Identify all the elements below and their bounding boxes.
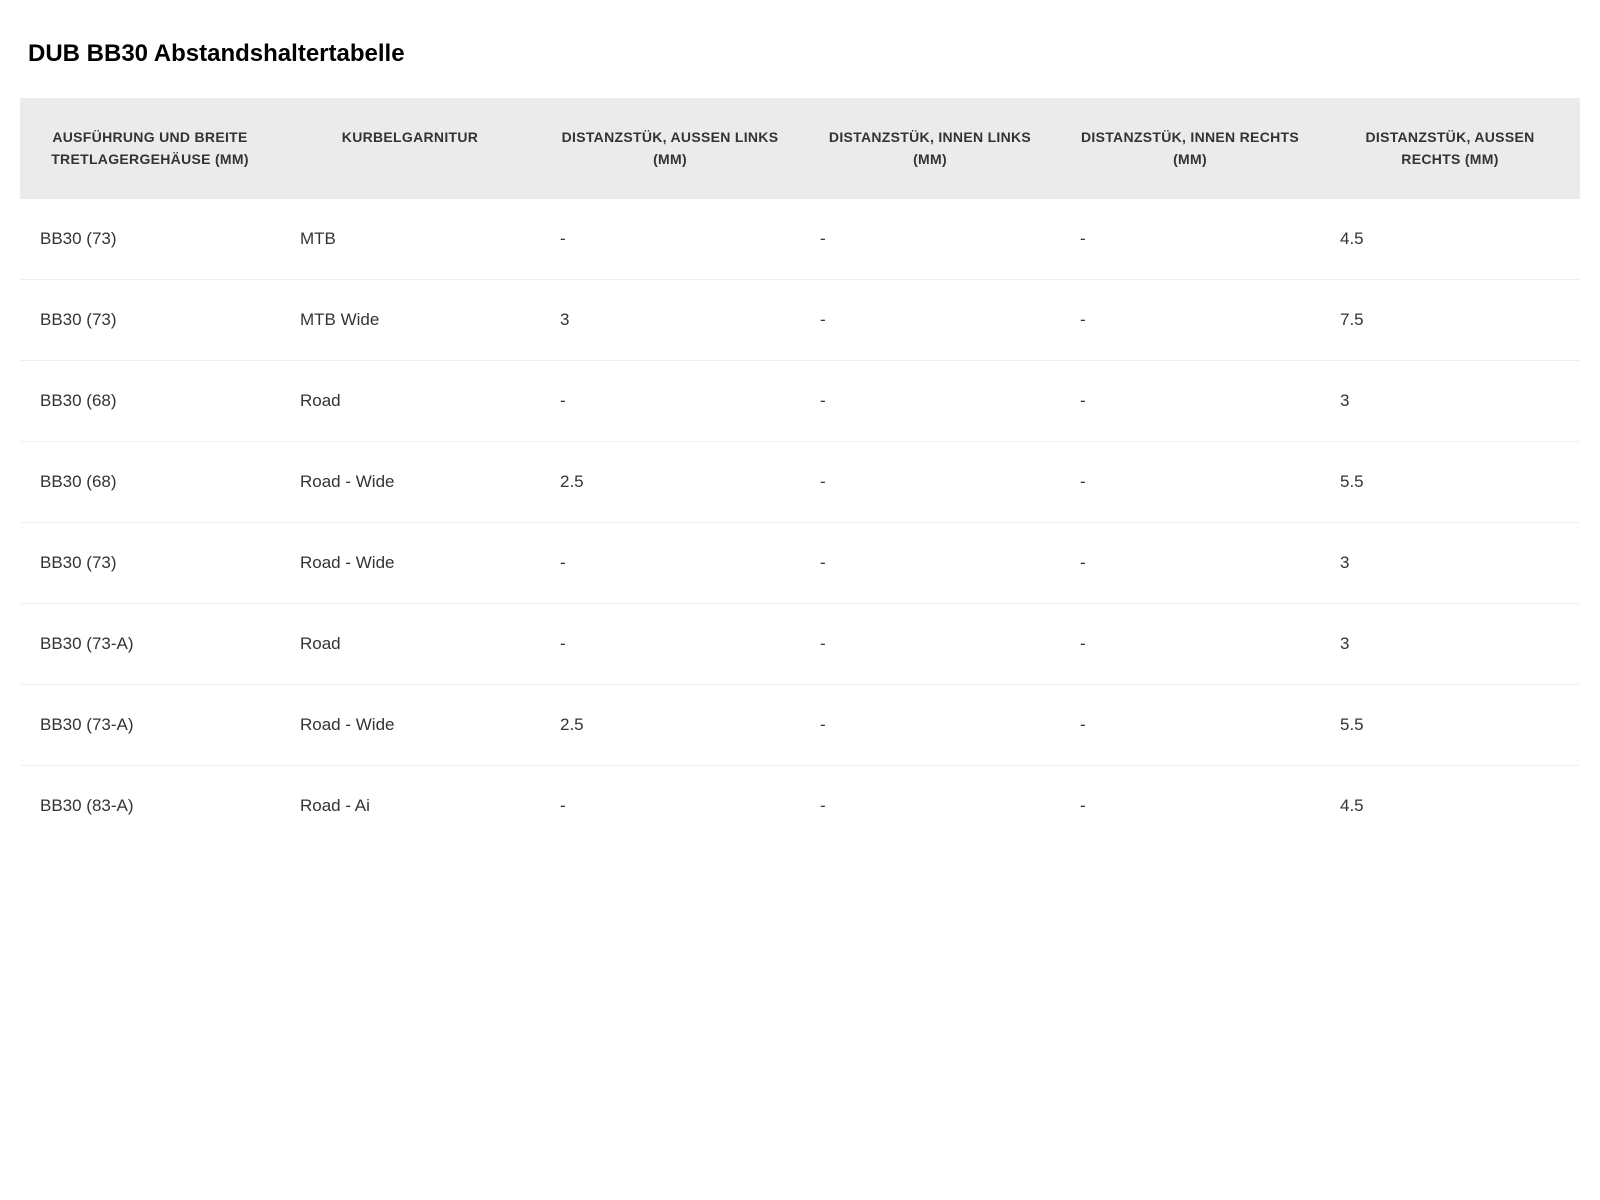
cell-spacer-inner-left: - [800, 603, 1060, 684]
table-row: BB30 (68) Road - Wide 2.5 - - 5.5 [20, 441, 1580, 522]
cell-bb-shell: BB30 (73) [20, 522, 280, 603]
cell-crankset: Road - Wide [280, 441, 540, 522]
cell-spacer-outer-left: - [540, 360, 800, 441]
cell-crankset: Road - Wide [280, 522, 540, 603]
table-row: BB30 (73) Road - Wide - - - 3 [20, 522, 1580, 603]
cell-spacer-outer-left: 2.5 [540, 684, 800, 765]
cell-spacer-inner-right: - [1060, 199, 1320, 280]
cell-spacer-inner-left: - [800, 684, 1060, 765]
cell-spacer-inner-right: - [1060, 603, 1320, 684]
cell-bb-shell: BB30 (83-A) [20, 765, 280, 846]
cell-spacer-outer-right: 4.5 [1320, 199, 1580, 280]
table-row: BB30 (68) Road - - - 3 [20, 360, 1580, 441]
cell-spacer-outer-left: - [540, 603, 800, 684]
col-header-spacer-outer-right: DISTANZSTÜK, AUSSEN RECHTS (MM) [1320, 98, 1580, 199]
cell-spacer-inner-right: - [1060, 441, 1320, 522]
page-title: DUB BB30 Abstandshaltertabelle [28, 40, 1580, 68]
cell-spacer-inner-left: - [800, 199, 1060, 280]
table-row: BB30 (83-A) Road - Ai - - - 4.5 [20, 765, 1580, 846]
cell-spacer-outer-right: 3 [1320, 603, 1580, 684]
cell-spacer-inner-right: - [1060, 765, 1320, 846]
col-header-spacer-inner-right: DISTANZSTÜK, INNEN RECHTS (MM) [1060, 98, 1320, 199]
cell-spacer-outer-right: 7.5 [1320, 279, 1580, 360]
spacer-table: AUSFÜHRUNG UND BREITE TRETLAGERGEHÄUSE (… [20, 98, 1580, 846]
cell-bb-shell: BB30 (73) [20, 199, 280, 280]
cell-crankset: Road [280, 603, 540, 684]
cell-spacer-inner-right: - [1060, 522, 1320, 603]
table-body: BB30 (73) MTB - - - 4.5 BB30 (73) MTB Wi… [20, 199, 1580, 846]
cell-spacer-inner-right: - [1060, 279, 1320, 360]
cell-spacer-inner-left: - [800, 360, 1060, 441]
cell-spacer-inner-right: - [1060, 684, 1320, 765]
cell-spacer-outer-left: - [540, 199, 800, 280]
col-header-spacer-inner-left: DISTANZSTÜK, INNEN LINKS (MM) [800, 98, 1060, 199]
cell-spacer-inner-right: - [1060, 360, 1320, 441]
cell-spacer-outer-right: 4.5 [1320, 765, 1580, 846]
cell-crankset: Road [280, 360, 540, 441]
cell-bb-shell: BB30 (68) [20, 360, 280, 441]
cell-spacer-inner-left: - [800, 279, 1060, 360]
cell-crankset: Road - Ai [280, 765, 540, 846]
cell-crankset: MTB Wide [280, 279, 540, 360]
cell-spacer-outer-right: 5.5 [1320, 441, 1580, 522]
table-row: BB30 (73-A) Road - Wide 2.5 - - 5.5 [20, 684, 1580, 765]
cell-spacer-outer-left: - [540, 765, 800, 846]
cell-spacer-outer-left: - [540, 522, 800, 603]
cell-spacer-inner-left: - [800, 441, 1060, 522]
cell-spacer-outer-left: 3 [540, 279, 800, 360]
table-row: BB30 (73-A) Road - - - 3 [20, 603, 1580, 684]
cell-crankset: Road - Wide [280, 684, 540, 765]
cell-bb-shell: BB30 (73) [20, 279, 280, 360]
cell-spacer-inner-left: - [800, 522, 1060, 603]
cell-spacer-outer-right: 3 [1320, 522, 1580, 603]
table-row: BB30 (73) MTB - - - 4.5 [20, 199, 1580, 280]
cell-bb-shell: BB30 (73-A) [20, 684, 280, 765]
col-header-spacer-outer-left: DISTANZSTÜK, AUSSEN LINKS (MM) [540, 98, 800, 199]
cell-spacer-outer-right: 5.5 [1320, 684, 1580, 765]
table-header: AUSFÜHRUNG UND BREITE TRETLAGERGEHÄUSE (… [20, 98, 1580, 199]
cell-bb-shell: BB30 (68) [20, 441, 280, 522]
cell-spacer-outer-left: 2.5 [540, 441, 800, 522]
cell-spacer-outer-right: 3 [1320, 360, 1580, 441]
col-header-crankset: KURBELGARNITUR [280, 98, 540, 199]
cell-spacer-inner-left: - [800, 765, 1060, 846]
table-row: BB30 (73) MTB Wide 3 - - 7.5 [20, 279, 1580, 360]
col-header-bb-shell: AUSFÜHRUNG UND BREITE TRETLAGERGEHÄUSE (… [20, 98, 280, 199]
cell-crankset: MTB [280, 199, 540, 280]
cell-bb-shell: BB30 (73-A) [20, 603, 280, 684]
